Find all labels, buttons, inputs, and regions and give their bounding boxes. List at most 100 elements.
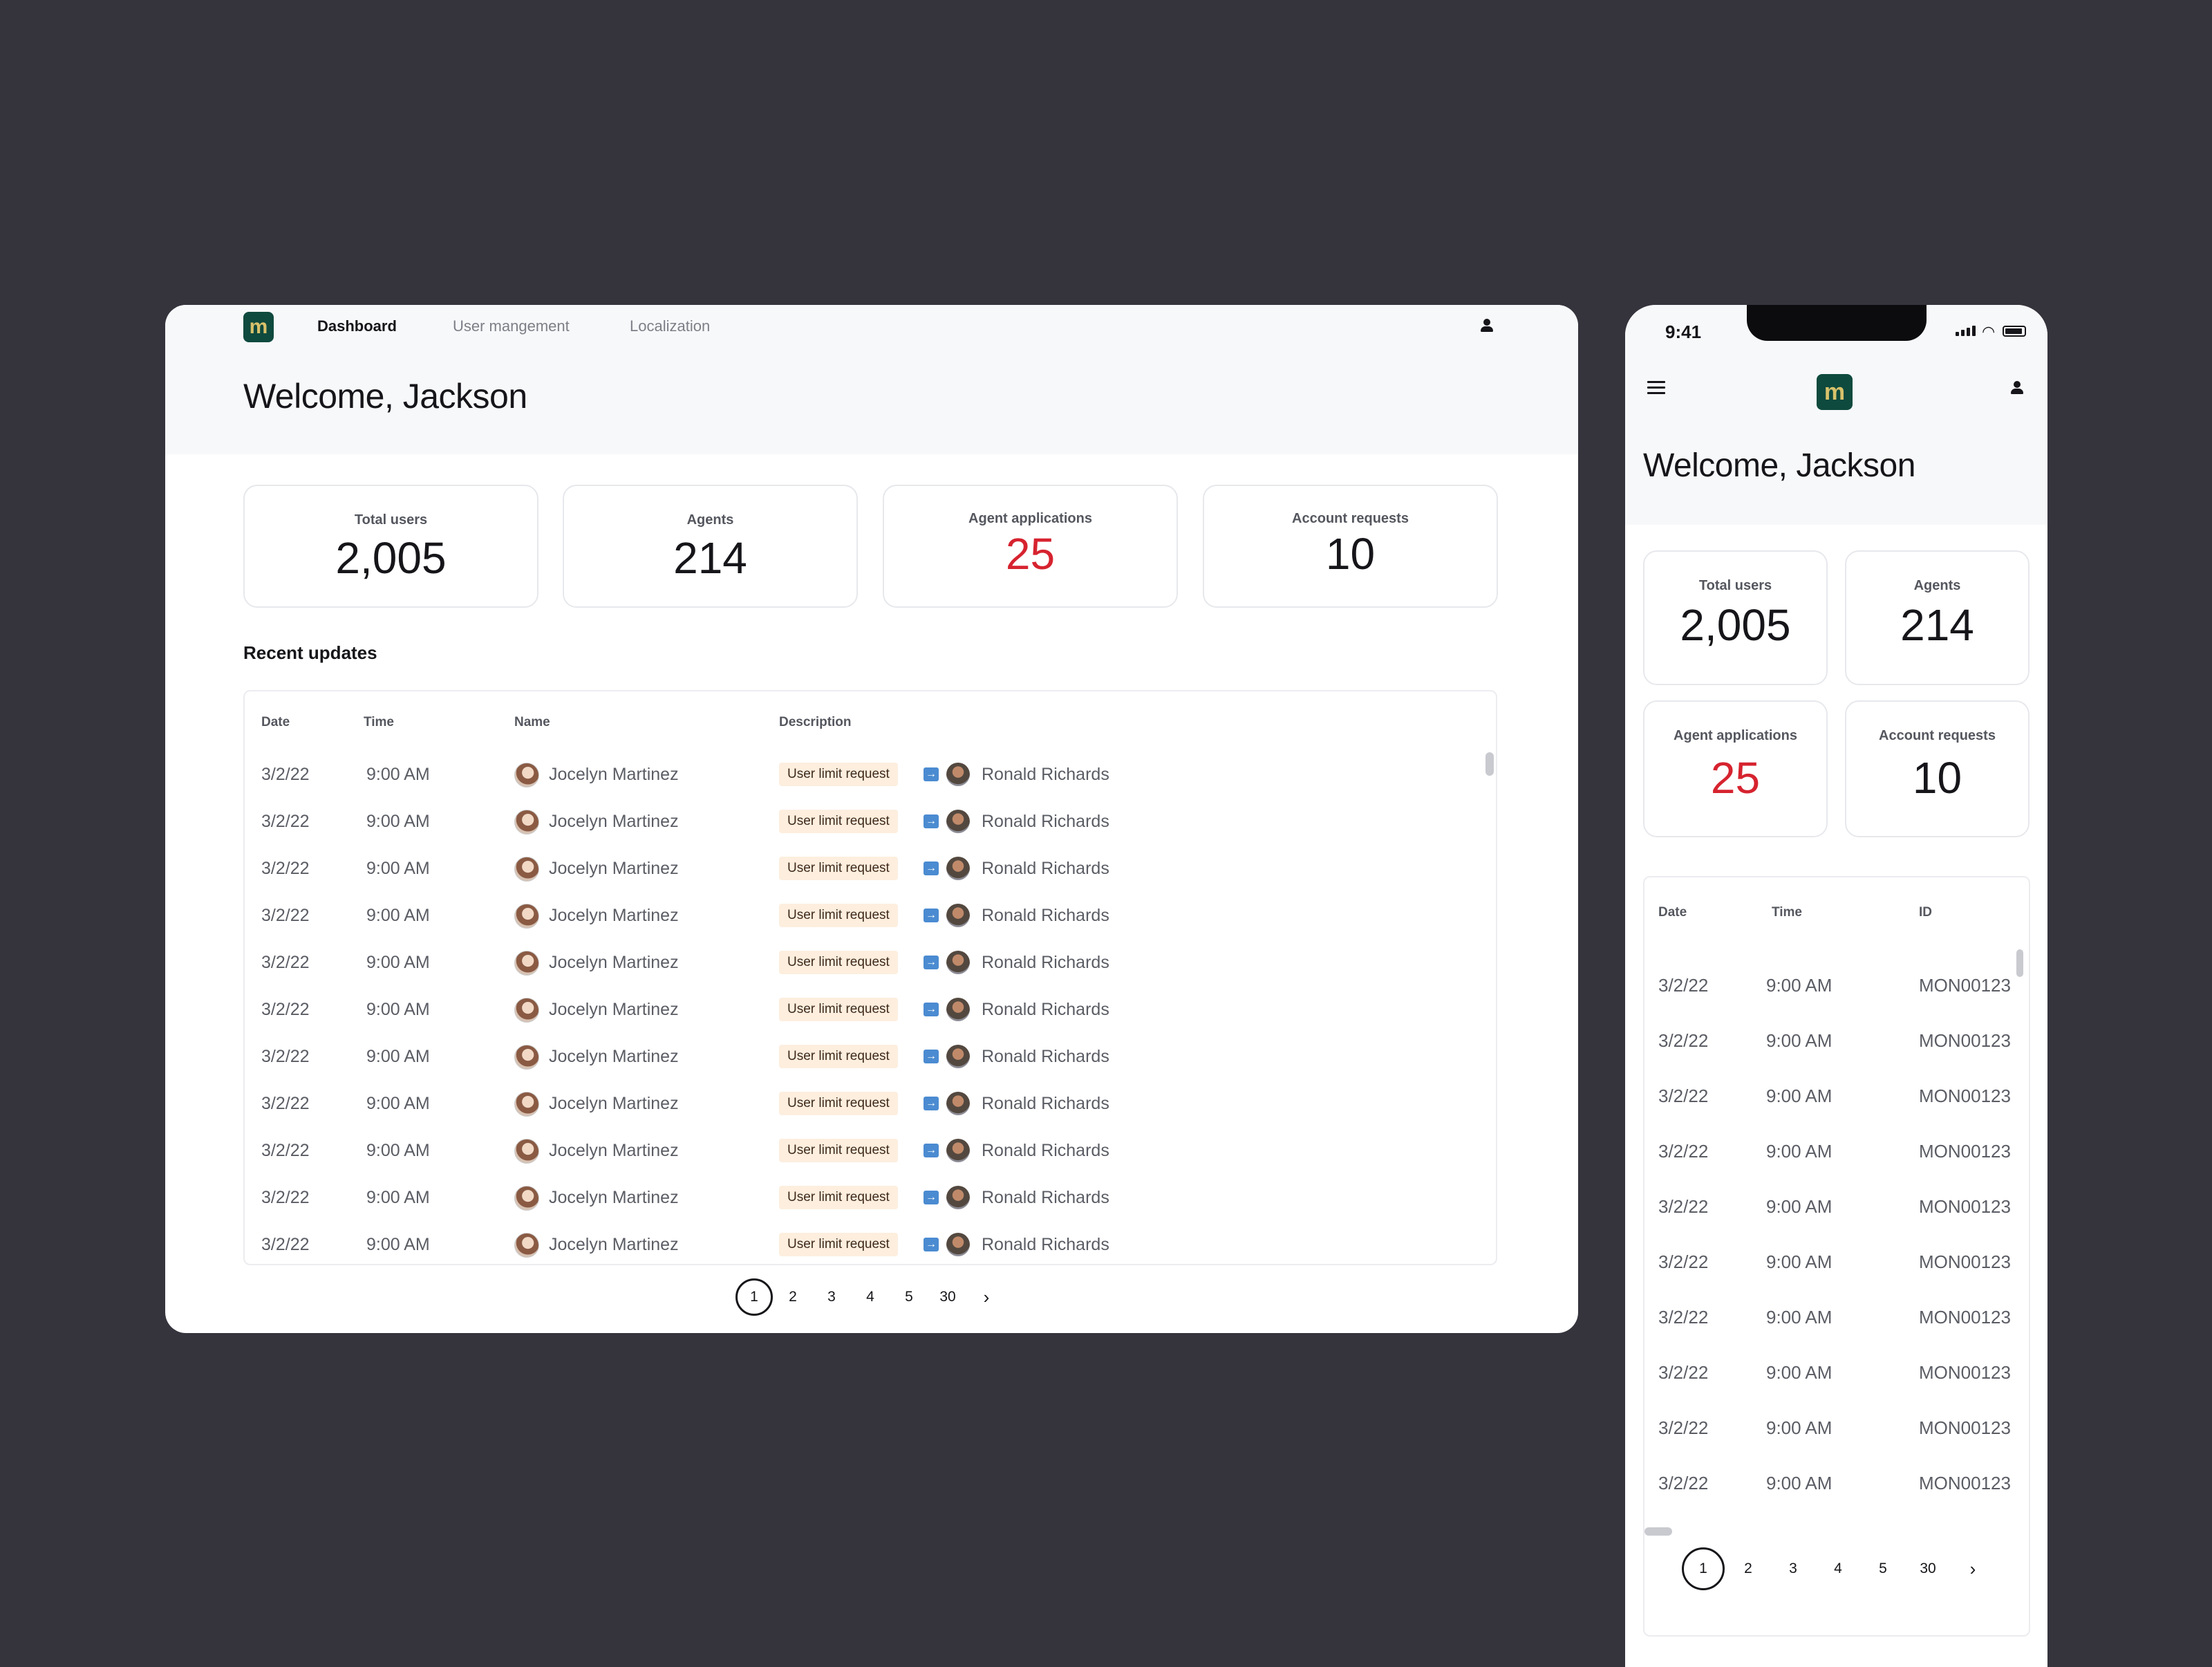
name-cell[interactable]: Jocelyn Martinez (549, 1047, 679, 1066)
name-cell[interactable]: Jocelyn Martinez (549, 1094, 679, 1113)
table-row[interactable]: 3/2/22 9:00 AM Jocelyn Martinez User limit … (245, 1174, 1496, 1221)
table-row[interactable]: 3/2/22 9:00 AM Jocelyn Martinez User limit … (245, 845, 1496, 892)
time-cell: 9:00 AM (366, 1235, 430, 1254)
table-row[interactable]: 3/2/22 9:00 AM MON00123 (1644, 1345, 2029, 1400)
page-2-button[interactable]: 2 (789, 1289, 797, 1305)
target-name-cell[interactable]: Ronald Richards (982, 1000, 1109, 1019)
target-name-cell[interactable]: Ronald Richards (982, 1188, 1109, 1207)
table-row[interactable]: 3/2/22 9:00 AM Jocelyn Martinez User limit … (245, 892, 1496, 939)
table-row[interactable]: 3/2/22 9:00 AM Jocelyn Martinez User limit … (245, 1033, 1496, 1080)
name-cell[interactable]: Jocelyn Martinez (549, 765, 679, 784)
page-4-button[interactable]: 4 (1834, 1561, 1842, 1576)
id-cell: MON00123 (1919, 1141, 2011, 1162)
status-badge: User limit request (779, 998, 898, 1021)
date-cell: 3/2/22 (261, 953, 310, 972)
table-row[interactable]: 3/2/22 9:00 AM Jocelyn Martinez User limit … (245, 751, 1496, 798)
arrow-right-icon: → (924, 1003, 939, 1016)
avatar (946, 1186, 970, 1209)
table-row[interactable]: 3/2/22 9:00 AM Jocelyn Martinez User limit … (245, 1221, 1496, 1264)
table-row[interactable]: 3/2/22 9:00 AM MON00123 (1644, 1179, 2029, 1234)
column-header-time[interactable]: Time (1772, 905, 1803, 920)
column-header-id[interactable]: ID (1919, 905, 1932, 920)
table-row[interactable]: 3/2/22 9:00 AM MON00123 (1644, 1234, 2029, 1289)
chevron-right-icon[interactable]: › (1969, 1558, 1976, 1579)
column-header-time[interactable]: Time (364, 715, 395, 729)
brand-logo[interactable]: m (1817, 374, 1853, 410)
status-badge: User limit request (779, 1045, 898, 1068)
name-cell[interactable]: Jocelyn Martinez (549, 906, 679, 925)
name-cell[interactable]: Jocelyn Martinez (549, 812, 679, 831)
name-cell[interactable]: Jocelyn Martinez (549, 859, 679, 878)
target-name-cell[interactable]: Ronald Richards (982, 1047, 1109, 1066)
target-name-cell[interactable]: Ronald Richards (982, 859, 1109, 878)
target-name-cell[interactable]: Ronald Richards (982, 1235, 1109, 1254)
table-row[interactable]: 3/2/22 9:00 AM MON00123 (1644, 1400, 2029, 1455)
name-cell[interactable]: Jocelyn Martinez (549, 953, 679, 972)
name-cell[interactable]: Jocelyn Martinez (549, 1235, 679, 1254)
page-30-button[interactable]: 30 (939, 1289, 956, 1305)
nav-localization[interactable]: Localization (630, 317, 711, 335)
table-scrollbar[interactable] (1485, 752, 1494, 776)
id-cell: MON00123 (1919, 1196, 2011, 1217)
column-header-description[interactable]: Description (779, 715, 852, 729)
avatar (514, 1186, 539, 1211)
name-cell[interactable]: Jocelyn Martinez (549, 1141, 679, 1160)
status-badge: User limit request (779, 1092, 898, 1115)
target-name-cell[interactable]: Ronald Richards (982, 1094, 1109, 1113)
stat-card-agents: Agents 214 (1845, 550, 2030, 685)
table-row[interactable]: 3/2/22 9:00 AM MON00123 (1644, 1289, 2029, 1345)
table-scrollbar-horizontal[interactable] (1644, 1527, 1672, 1536)
target-name-cell[interactable]: Ronald Richards (982, 1141, 1109, 1160)
page-5-button[interactable]: 5 (905, 1289, 913, 1305)
table-row[interactable]: 3/2/22 9:00 AM Jocelyn Martinez User limit … (245, 939, 1496, 986)
stat-value: 2,005 (1680, 600, 1791, 650)
column-header-date[interactable]: Date (1658, 905, 1687, 920)
page-1-button[interactable]: 1 (1682, 1547, 1725, 1590)
target-name-cell[interactable]: Ronald Richards (982, 953, 1109, 972)
target-name-cell[interactable]: Ronald Richards (982, 812, 1109, 831)
page-3-button[interactable]: 3 (1789, 1561, 1797, 1576)
target-name-cell[interactable]: Ronald Richards (982, 765, 1109, 784)
target-name-cell[interactable]: Ronald Richards (982, 906, 1109, 925)
desktop-window: m Dashboard User mangement Localization … (165, 305, 1578, 1333)
table-row[interactable]: 3/2/22 9:00 AM Jocelyn Martinez User limit … (245, 986, 1496, 1033)
table-row[interactable]: 3/2/22 9:00 AM Jocelyn Martinez User limit … (245, 1080, 1496, 1127)
date-cell: 3/2/22 (261, 906, 310, 925)
table-row[interactable]: 3/2/22 9:00 AM MON00123 (1644, 1124, 2029, 1179)
nav-user-management[interactable]: User mangement (453, 317, 570, 335)
brand-logo[interactable]: m (243, 312, 274, 342)
user-icon[interactable] (2009, 380, 2025, 396)
date-cell: 3/2/22 (261, 1141, 310, 1160)
time-cell: 9:00 AM (366, 1047, 430, 1066)
page-30-button[interactable]: 30 (1920, 1561, 1936, 1576)
time-cell: 9:00 AM (366, 953, 430, 972)
user-icon[interactable] (1479, 317, 1495, 334)
menu-icon[interactable] (1647, 381, 1665, 398)
page-1-button[interactable]: 1 (735, 1278, 773, 1316)
table-row[interactable]: 3/2/22 9:00 AM MON00123 (1644, 1013, 2029, 1068)
avatar (946, 1092, 970, 1115)
name-cell[interactable]: Jocelyn Martinez (549, 1188, 679, 1207)
chevron-right-icon[interactable]: › (983, 1286, 990, 1307)
table-row[interactable]: 3/2/22 9:00 AM MON00123 (1644, 1068, 2029, 1124)
page-3-button[interactable]: 3 (827, 1289, 836, 1305)
updates-table: Date Time Name Description 3/2/22 9:00 AM… (243, 690, 1497, 1265)
column-header-name[interactable]: Name (514, 715, 550, 729)
page-2-button[interactable]: 2 (1744, 1561, 1752, 1576)
name-cell[interactable]: Jocelyn Martinez (549, 1000, 679, 1019)
arrow-right-icon: → (924, 767, 939, 781)
table-row[interactable]: 3/2/22 9:00 AM MON00123 (1644, 1455, 2029, 1511)
column-header-date[interactable]: Date (261, 715, 290, 729)
status-badge: User limit request (779, 763, 898, 786)
table-row[interactable]: 3/2/22 9:00 AM MON00123 (1644, 958, 2029, 1013)
avatar (514, 1233, 539, 1258)
nav-dashboard[interactable]: Dashboard (317, 317, 397, 335)
table-row[interactable]: 3/2/22 9:00 AM Jocelyn Martinez User limit … (245, 1127, 1496, 1174)
page-5-button[interactable]: 5 (1879, 1561, 1887, 1576)
time-cell: 9:00 AM (366, 906, 430, 925)
page-4-button[interactable]: 4 (866, 1289, 874, 1305)
arrow-right-icon: → (924, 956, 939, 969)
table-row[interactable]: 3/2/22 9:00 AM Jocelyn Martinez User limit … (245, 798, 1496, 845)
avatar (946, 1045, 970, 1068)
table-scrollbar-vertical[interactable] (2016, 949, 2023, 977)
